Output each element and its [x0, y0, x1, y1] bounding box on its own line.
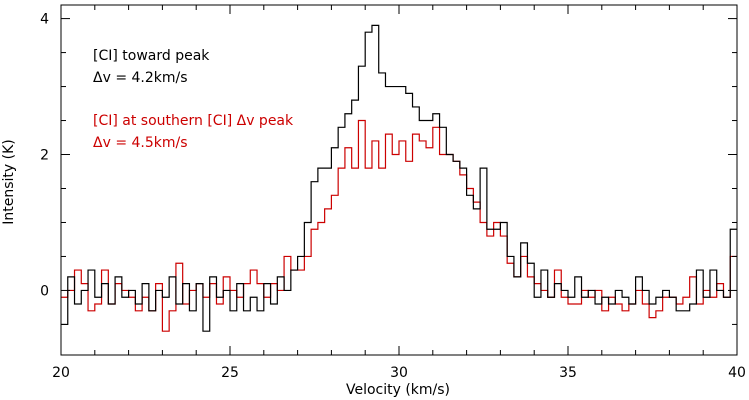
series-line-2 [61, 119, 737, 332]
y-tick-label: 2 [40, 148, 49, 164]
x-tick-label: 40 [728, 365, 746, 381]
x-axis-label: Velocity (km/s) [346, 382, 450, 398]
x-tick-label: 30 [390, 365, 408, 381]
y-tick-label: 4 [40, 12, 49, 28]
legend-line-1-2: Δv = 4.2km/s [93, 70, 188, 86]
series-line-1 [61, 24, 737, 332]
legend-line-2-2: Δv = 4.5km/s [93, 135, 188, 151]
legend-line-1-1: [CI] toward peak [93, 48, 210, 64]
plot-area [61, 24, 737, 332]
y-axis-label: Intensity (K) [1, 139, 17, 225]
legend-line-2-1: [CI] at southern [CI] Δv peak [93, 113, 294, 129]
x-tick-label: 35 [559, 365, 577, 381]
x-tick-label: 25 [221, 365, 239, 381]
y-tick-label: 0 [40, 283, 49, 299]
legend: [CI] toward peak Δv = 4.2km/s [CI] at sout… [93, 48, 294, 151]
x-tick-label: 20 [52, 365, 70, 381]
axes: 20 25 30 35 40 0 2 4 [40, 4, 746, 381]
